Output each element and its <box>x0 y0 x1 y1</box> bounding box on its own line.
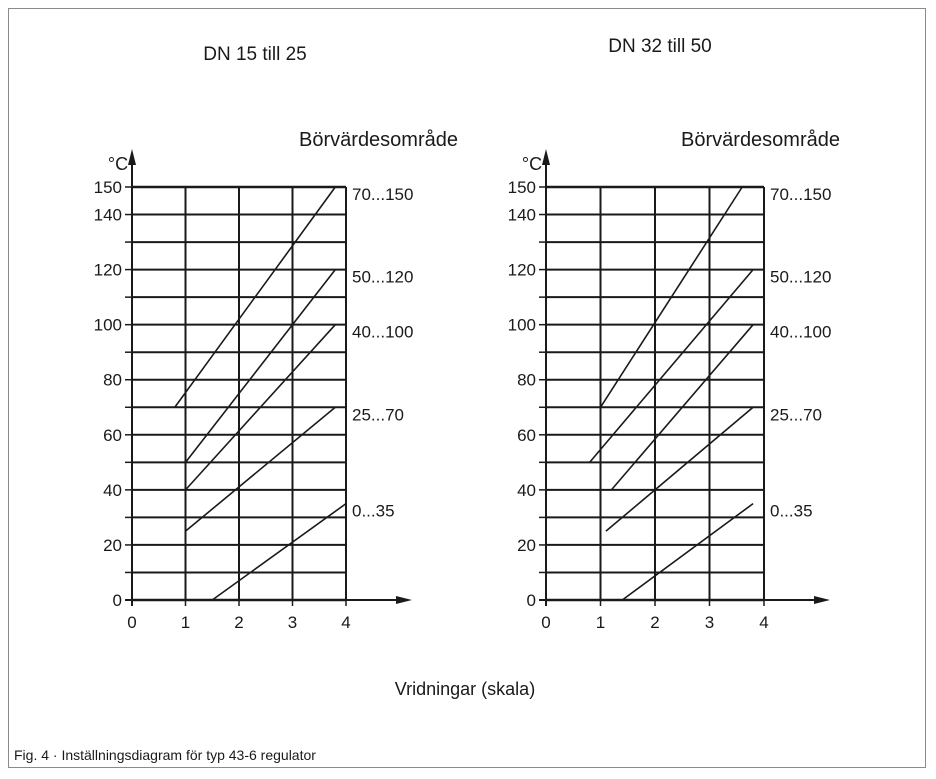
x-tick-label: 2 <box>650 613 659 632</box>
series-label: 25...70 <box>770 405 822 424</box>
y-tick-label: 140 <box>508 206 536 225</box>
series-label: 70...150 <box>770 185 831 204</box>
x-tick-label: 4 <box>759 613 768 632</box>
series-label: 50...120 <box>770 268 831 287</box>
y-tick-label: 20 <box>103 536 122 555</box>
series-line <box>599 186 743 408</box>
x-tick-label: 3 <box>705 613 714 632</box>
y-tick-label: 140 <box>94 206 122 225</box>
y-tick-label: 120 <box>508 261 536 280</box>
figure-caption: Fig. 4 · Inställningsdiagram för typ 43-… <box>14 747 316 763</box>
shared-x-axis-label: Vridningar (skala) <box>395 679 535 699</box>
y-tick-label: 150 <box>94 178 122 197</box>
series-label: 50...120 <box>352 268 413 287</box>
chart-dn32-50: DN 32 till 50Börvärdesområde°C0204060801… <box>508 36 840 632</box>
chart-dn15-25: DN 15 till 25Börvärdesområde°C0204060801… <box>94 44 458 632</box>
x-tick-label: 2 <box>234 613 243 632</box>
series-line <box>184 324 336 491</box>
series-line <box>184 406 336 532</box>
x-axis-arrow <box>814 596 830 604</box>
x-tick-label: 1 <box>181 613 190 632</box>
series-label: 40...100 <box>770 323 831 342</box>
series-label: 70...150 <box>352 185 413 204</box>
y-tick-label: 60 <box>103 426 122 445</box>
x-tick-label: 0 <box>127 613 136 632</box>
legend-title: Börvärdesområde <box>681 129 840 151</box>
series-line <box>211 502 347 601</box>
figure-frame <box>8 8 926 768</box>
chart-title: DN 15 till 25 <box>203 44 307 65</box>
y-tick-label: 40 <box>517 481 536 500</box>
y-tick-label: 100 <box>94 316 122 335</box>
series-label: 25...70 <box>352 405 404 424</box>
y-tick-label: 150 <box>508 178 536 197</box>
y-tick-label: 0 <box>113 591 122 610</box>
x-axis-arrow <box>396 596 412 604</box>
x-tick-label: 0 <box>541 613 550 632</box>
series-line <box>184 269 336 463</box>
y-tick-label: 60 <box>517 426 536 445</box>
series-label: 0...35 <box>770 502 813 521</box>
y-axis-arrow <box>128 149 136 165</box>
series-line <box>588 269 754 463</box>
series-label: 40...100 <box>352 323 413 342</box>
series-line <box>610 324 754 491</box>
x-tick-label: 3 <box>288 613 297 632</box>
y-tick-label: 80 <box>103 371 122 390</box>
y-tick-label: 20 <box>517 536 536 555</box>
legend-title: Börvärdesområde <box>299 129 458 151</box>
y-unit-label: °C <box>522 154 542 174</box>
y-tick-label: 100 <box>508 316 536 335</box>
y-tick-label: 120 <box>94 261 122 280</box>
series-line <box>621 502 754 601</box>
series-line <box>605 406 754 532</box>
x-tick-label: 1 <box>596 613 605 632</box>
y-tick-label: 80 <box>517 371 536 390</box>
series-line <box>174 186 336 408</box>
y-unit-label: °C <box>108 154 128 174</box>
series-label: 0...35 <box>352 502 395 521</box>
y-tick-label: 40 <box>103 481 122 500</box>
y-tick-label: 0 <box>527 591 536 610</box>
chart-title: DN 32 till 50 <box>608 36 712 57</box>
x-tick-label: 4 <box>341 613 350 632</box>
y-axis-arrow <box>542 149 550 165</box>
